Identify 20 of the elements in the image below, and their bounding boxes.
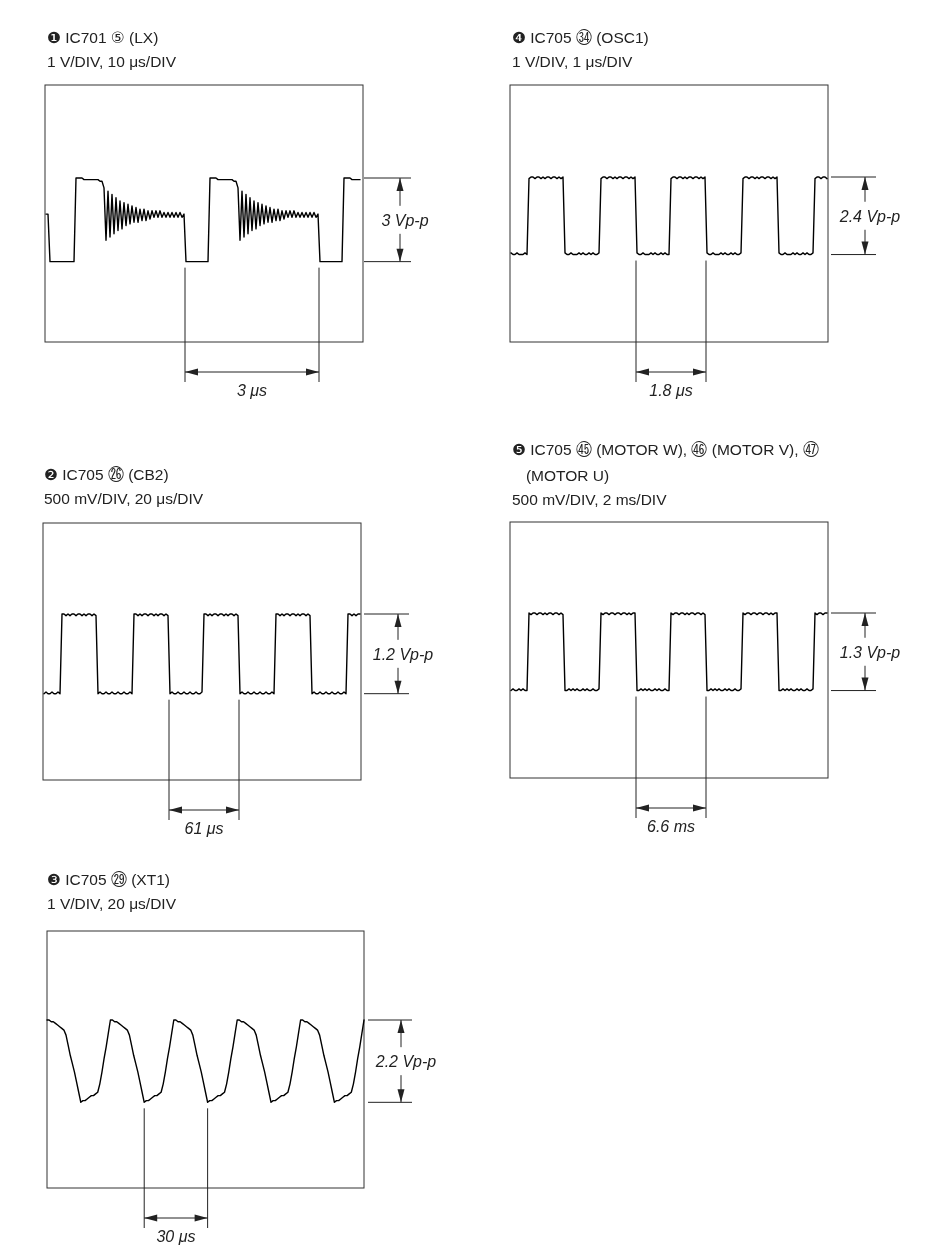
text: 2.4 Vp-p	[838, 207, 901, 225]
text: 1.8 μs	[649, 382, 693, 399]
chart-title: ❹ IC705 ㉞ (OSC1)	[512, 29, 649, 46]
chart-title: ❸ IC705 ㉙ (XT1)	[47, 871, 170, 888]
chart-subtitle: 1 V/DIV, 20 μs/DIV	[47, 895, 177, 912]
chart-subtitle: 500 mV/DIV, 2 ms/DIV	[512, 491, 668, 508]
text: 3 Vp-p	[381, 211, 429, 229]
text: 30 μs	[156, 1228, 196, 1245]
text: 6.6 ms	[646, 818, 696, 835]
chart-subtitle: 1 V/DIV, 1 μs/DIV	[512, 53, 634, 70]
text: 3 μs	[236, 382, 268, 399]
chart-subtitle: 500 mV/DIV, 20 μs/DIV	[44, 490, 204, 507]
chart-title: ❷ IC705 ㉖ (CB2)	[44, 466, 169, 483]
text: 61 μs	[184, 820, 224, 837]
chart-title: ❺ IC705 ㊺ (MOTOR W), ㊻ (MOTOR V), ㊼ (MOTOR U)	[512, 441, 819, 484]
chart-title: ❶ IC701 ⑤ (LX)	[47, 29, 159, 46]
text: 1.2 Vp-p	[372, 645, 434, 663]
text: 1.3 Vp-p	[839, 643, 901, 661]
chart-subtitle: 1 V/DIV, 10 μs/DIV	[47, 53, 177, 70]
text: 2.2 Vp-p	[374, 1053, 437, 1071]
